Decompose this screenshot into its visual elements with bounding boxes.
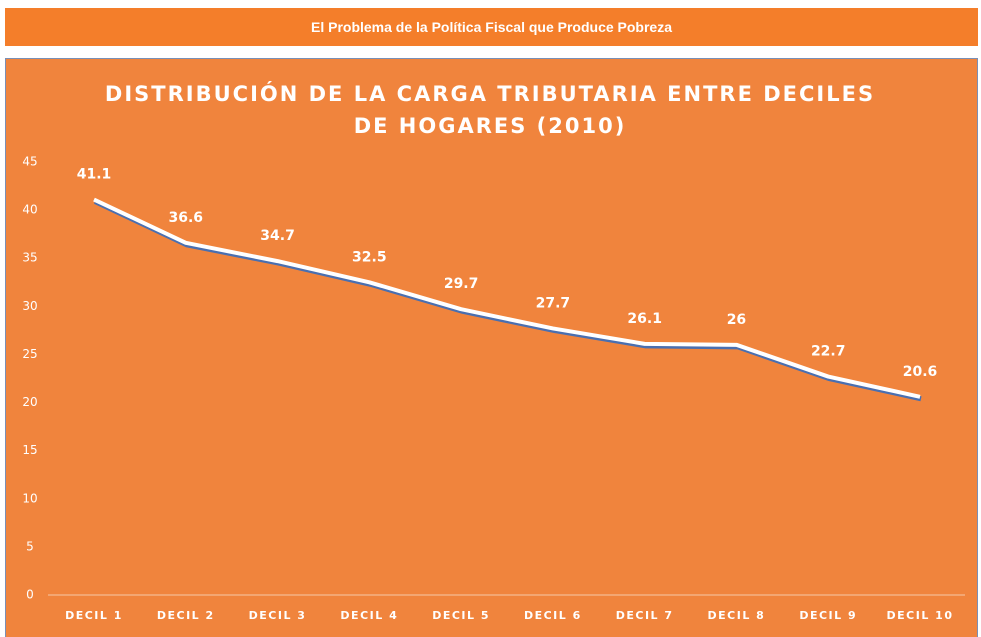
x-tick-label: DECIL 9 — [799, 609, 857, 622]
y-tick-label: 10 — [22, 491, 37, 505]
x-tick-label: DECIL 3 — [249, 609, 307, 622]
chart-title: DISTRIBUCIÓN DE LA CARGA TRIBUTARIA ENTR… — [104, 82, 876, 138]
data-line — [93, 197, 921, 399]
data-label: 20.6 — [903, 364, 938, 380]
banner-title: El Problema de la Política Fiscal que Pr… — [5, 8, 978, 46]
data-label: 36.6 — [169, 210, 204, 226]
y-tick-label: 20 — [22, 395, 37, 409]
x-tick-label: DECIL 8 — [708, 609, 766, 622]
chart-area — [5, 58, 978, 637]
line-shadow — [93, 199, 922, 402]
x-tick-label: DECIL 1 — [65, 609, 123, 622]
y-tick-label: 35 — [22, 251, 37, 265]
x-tick-label: DECIL 5 — [432, 609, 490, 622]
data-label: 26.1 — [627, 311, 662, 327]
y-tick-label: 40 — [22, 203, 37, 217]
y-tick-label: 0 — [26, 588, 34, 602]
x-tick-label: DECIL 7 — [616, 609, 674, 622]
data-label: 41.1 — [77, 167, 112, 183]
data-label: 34.7 — [260, 228, 295, 244]
data-label: 29.7 — [444, 276, 479, 292]
x-tick-label: DECIL 6 — [524, 609, 582, 622]
x-tick-label: DECIL 2 — [157, 609, 215, 622]
y-tick-label: 5 — [26, 539, 34, 553]
y-tick-label: 30 — [22, 299, 37, 313]
y-tick-label: 25 — [22, 347, 37, 361]
data-label: 26 — [727, 312, 746, 328]
y-tick-label: 15 — [22, 443, 37, 457]
x-tick-label: DECIL 4 — [340, 609, 398, 622]
data-label: 22.7 — [811, 344, 846, 360]
data-label: 27.7 — [536, 295, 571, 311]
data-label: 32.5 — [352, 249, 387, 265]
x-tick-label: DECIL 10 — [887, 609, 954, 622]
y-tick-label: 45 — [22, 155, 37, 169]
